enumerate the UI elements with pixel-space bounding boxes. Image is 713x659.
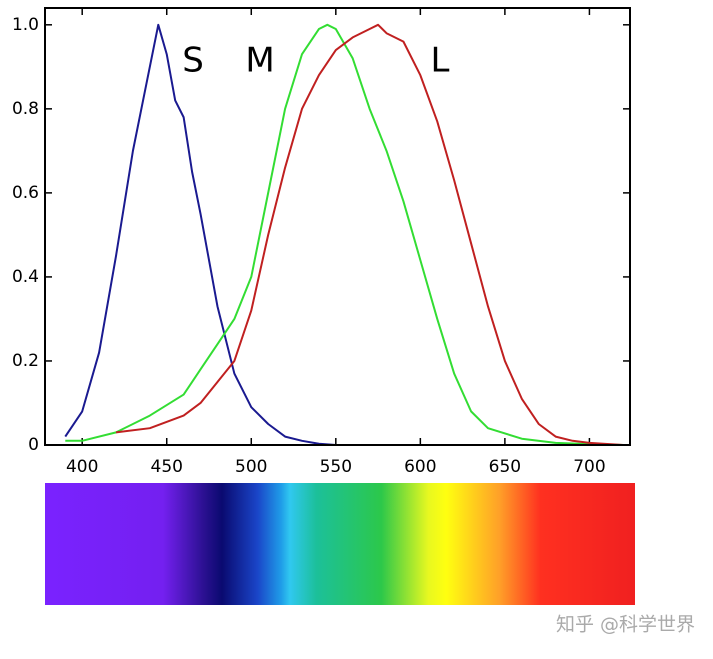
plot-frame bbox=[44, 7, 631, 446]
curve-label: S bbox=[182, 41, 204, 81]
x-tick-label: 400 bbox=[66, 457, 98, 477]
line-series bbox=[64, 23, 624, 446]
x-tick-label: 700 bbox=[573, 457, 605, 477]
curve-label: L bbox=[431, 41, 450, 81]
y-tick-label: 0.2 bbox=[12, 351, 39, 371]
line-series bbox=[115, 23, 624, 446]
x-tick-label: 600 bbox=[404, 457, 436, 477]
spectrum-bar bbox=[45, 483, 635, 605]
x-tick-label: 500 bbox=[235, 457, 267, 477]
y-tick-label: 0 bbox=[28, 435, 39, 455]
x-tick-label: 450 bbox=[151, 457, 183, 477]
y-tick-label: 0.4 bbox=[12, 267, 39, 287]
y-tick-label: 1.0 bbox=[12, 15, 39, 35]
y-tick-label: 0.6 bbox=[12, 183, 39, 203]
y-tick-label: 0.8 bbox=[12, 99, 39, 119]
x-tick-label: 550 bbox=[320, 457, 352, 477]
x-tick-label: 650 bbox=[489, 457, 521, 477]
curve-label: M bbox=[245, 41, 274, 81]
line-series bbox=[65, 23, 624, 446]
watermark: 知乎 @科学世界 bbox=[556, 614, 695, 636]
